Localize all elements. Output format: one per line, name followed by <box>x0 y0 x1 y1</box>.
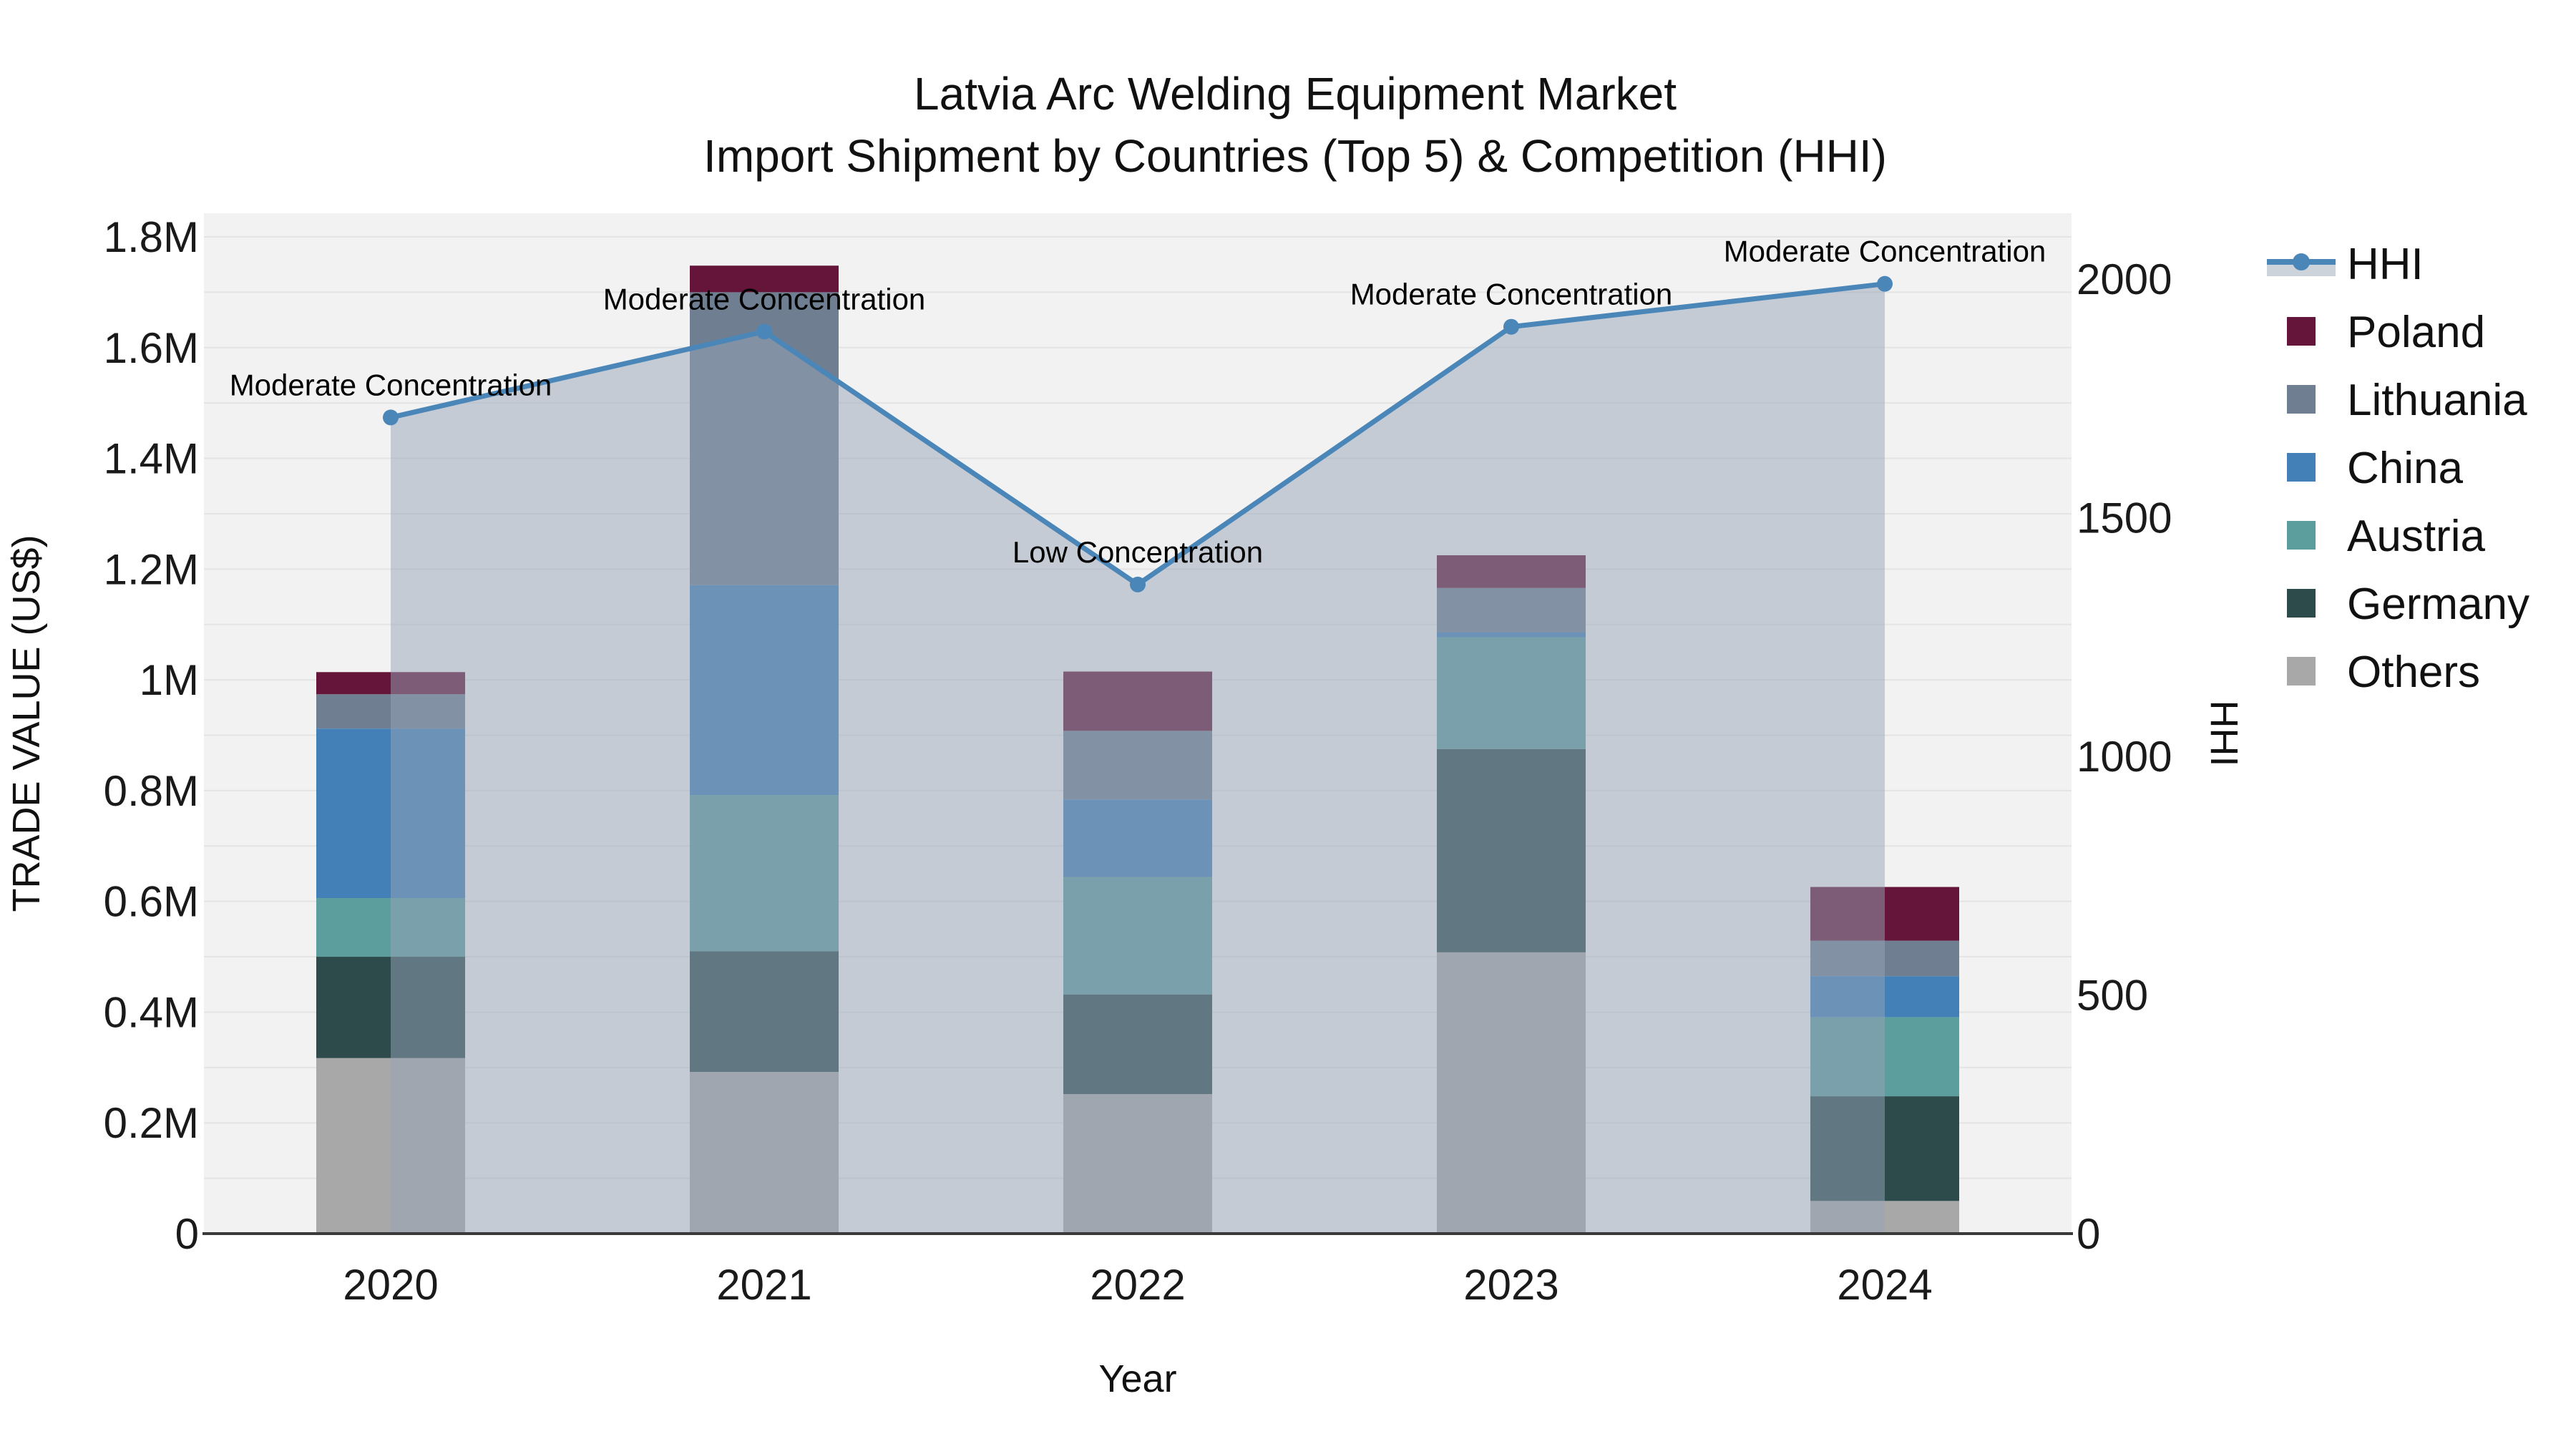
x-tick-label-2024: 2024 <box>1837 1261 1932 1309</box>
hhi-marker-2022 <box>1130 576 1146 592</box>
hhi-area-fill <box>391 283 1885 1234</box>
x-axis-title: Year <box>1098 1357 1176 1400</box>
y-left-tick-label: 1M <box>140 656 199 704</box>
legend-hhi-marker <box>2293 253 2310 270</box>
legend-swatch-china <box>2287 453 2316 482</box>
legend-label-lithuania: Lithuania <box>2347 376 2527 425</box>
y-right-tick-label: 1500 <box>2077 494 2172 542</box>
y-left-tick-label: 0 <box>175 1210 199 1258</box>
y-left-tick-label: 1.6M <box>104 324 199 372</box>
y-left-tick-label: 0.4M <box>104 988 199 1036</box>
y-left-tick-label: 0.6M <box>104 878 199 926</box>
annotation-2021: Moderate Concentration <box>603 282 926 316</box>
y-right-tick-label: 2000 <box>2077 255 2172 303</box>
x-tick-label-2020: 2020 <box>343 1261 438 1309</box>
legend-label-germany: Germany <box>2347 580 2529 629</box>
legend-label-hhi: HHI <box>2347 240 2424 289</box>
bar-segment-poland-2021 <box>690 265 839 293</box>
y-axis-left-ticks: 0 0.2M 0.4M 0.6M 0.8M 1M 1.2M 1.4M 1.6M 1.8M <box>104 213 199 1258</box>
annotation-2022: Low Concentration <box>1013 535 1263 569</box>
legend-swatch-others <box>2287 657 2316 686</box>
x-tick-label-2021: 2021 <box>716 1261 811 1309</box>
legend-label-china: China <box>2347 444 2464 493</box>
legend-label-others: Others <box>2347 648 2480 697</box>
legend-swatch-austria <box>2287 521 2316 550</box>
hhi-marker-2021 <box>756 323 772 340</box>
hhi-area <box>391 283 1885 1234</box>
x-tick-label-2023: 2023 <box>1463 1261 1558 1309</box>
y-axis-right-ticks: 0 500 1000 1500 2000 <box>2077 255 2172 1258</box>
y-left-tick-label: 1.4M <box>104 435 199 483</box>
legend-swatch-germany <box>2287 589 2316 618</box>
hhi-line-group <box>383 275 1893 592</box>
legend-label-poland: Poland <box>2347 308 2485 357</box>
y-left-tick-label: 0.2M <box>104 1099 199 1147</box>
legend-swatch-lithuania <box>2287 385 2316 414</box>
y-right-tick-label: 0 <box>2077 1210 2100 1258</box>
legend-swatch-poland <box>2287 317 2316 346</box>
y-right-tick-label: 500 <box>2077 972 2148 1020</box>
hhi-marker-2024 <box>1877 275 1893 292</box>
annotation-2024: Moderate Concentration <box>1724 235 2046 268</box>
annotations: Moderate Concentration Moderate Concentra… <box>230 235 2046 569</box>
y-right-tick-label: 1000 <box>2077 733 2172 781</box>
annotation-2023: Moderate Concentration <box>1350 278 1673 311</box>
y-left-tick-label: 1.8M <box>104 213 199 261</box>
chart-title-line2: Import Shipment by Countries (Top 5) & C… <box>703 130 1887 182</box>
chart-title-line1: Latvia Arc Welding Equipment Market <box>914 68 1677 119</box>
x-tick-label-2022: 2022 <box>1090 1261 1185 1309</box>
y-axis-right-title: HHI <box>2202 701 2245 767</box>
hhi-marker-2023 <box>1503 318 1519 335</box>
x-axis-ticks: 2020 2021 2022 2023 2024 <box>343 1261 1932 1309</box>
y-left-tick-label: 1.2M <box>104 545 199 593</box>
y-left-tick-label: 0.8M <box>104 767 199 815</box>
hhi-marker-2020 <box>383 409 399 426</box>
annotation-2020: Moderate Concentration <box>230 368 552 401</box>
legend-label-austria: Austria <box>2347 512 2485 561</box>
legend: HHI Poland Lithuania China Austria Germany Oth… <box>2267 240 2529 697</box>
y-axis-left-title: TRADE VALUE (US$) <box>5 535 48 912</box>
